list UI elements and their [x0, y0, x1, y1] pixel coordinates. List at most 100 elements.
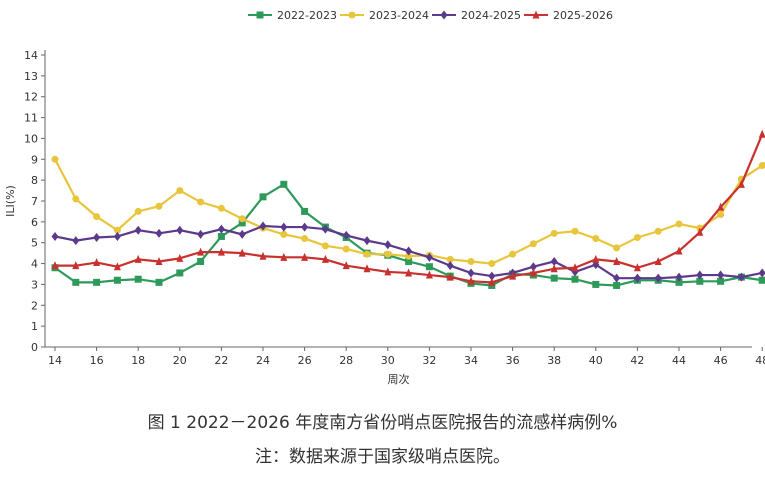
data-point-2023-2024: [113, 226, 121, 234]
data-point-2023-2024: [633, 234, 641, 241]
data-point-2022-2023: [280, 180, 288, 188]
data-point-2022-2023: [425, 263, 433, 271]
data-point-2022-2023: [613, 281, 621, 289]
data-point-2022-2023: [176, 269, 184, 277]
data-point-2022-2023: [571, 275, 579, 283]
data-point-2025-2026: [176, 253, 184, 262]
x-tick-label: 48: [755, 354, 765, 367]
x-axis-label: 周次: [388, 372, 410, 386]
data-point-2023-2024: [155, 202, 163, 210]
x-tick-label: 14: [48, 354, 62, 367]
data-point-2024-2025: [51, 231, 59, 241]
legend-marker-2025-2026: [532, 10, 540, 19]
data-point-2025-2026: [529, 268, 537, 277]
data-point-2023-2024: [72, 195, 80, 203]
data-point-2024-2025: [467, 268, 475, 278]
data-point-2025-2026: [113, 262, 121, 271]
legend-label-2025-2026: 2025-2026: [553, 9, 613, 22]
legend-label-2022-2023: 2022-2023: [277, 9, 337, 22]
data-point-2025-2026: [509, 271, 517, 280]
data-point-2025-2026: [93, 258, 101, 267]
x-tick-label: 38: [547, 354, 561, 367]
x-tick-label: 40: [589, 354, 603, 367]
legend-marker-2023-2024: [348, 11, 356, 19]
data-point-2023-2024: [405, 252, 413, 260]
data-point-2025-2026: [717, 202, 725, 211]
data-point-2025-2026: [446, 272, 454, 281]
data-point-2023-2024: [51, 155, 59, 163]
figure-note: 注：数据来源于国家级哨点医院。: [255, 447, 510, 467]
y-axis-label: ILI(%): [4, 185, 17, 217]
data-point-2022-2023: [717, 277, 725, 285]
y-tick-label: 3: [31, 278, 38, 291]
data-point-2023-2024: [217, 204, 225, 212]
data-point-2024-2025: [633, 273, 641, 283]
data-point-2022-2023: [550, 274, 558, 282]
data-point-2024-2025: [717, 270, 725, 280]
data-point-2022-2023: [405, 257, 413, 265]
data-point-2023-2024: [446, 255, 454, 263]
data-point-2023-2024: [613, 244, 621, 252]
data-point-2023-2024: [758, 162, 765, 170]
data-point-2023-2024: [488, 260, 496, 268]
data-point-2024-2025: [217, 224, 225, 234]
data-point-2022-2023: [238, 219, 246, 227]
data-point-2024-2025: [405, 246, 413, 256]
data-point-2025-2026: [72, 261, 80, 270]
data-point-2024-2025: [737, 272, 745, 282]
data-point-2022-2023: [134, 275, 142, 283]
data-point-2025-2026: [51, 261, 59, 270]
data-point-2025-2026: [592, 254, 600, 263]
x-tick-label: 24: [256, 354, 270, 367]
data-point-2025-2026: [321, 254, 329, 263]
data-point-2023-2024: [93, 213, 101, 221]
data-point-2023-2024: [592, 235, 600, 243]
data-point-2022-2023: [217, 232, 225, 240]
data-point-2022-2023: [592, 280, 600, 288]
data-point-2024-2025: [321, 224, 329, 234]
figure-caption: 图 1 2022－2026 年度南方省份哨点医院报告的流感样病例%: [147, 413, 618, 433]
data-point-2023-2024: [550, 229, 558, 237]
y-tick-label: 4: [31, 258, 38, 271]
data-point-2023-2024: [384, 250, 392, 258]
data-point-2022-2023: [155, 278, 163, 286]
data-point-2025-2026: [737, 179, 745, 188]
data-point-2025-2026: [259, 251, 267, 260]
data-point-2025-2026: [342, 261, 350, 270]
x-tick-label: 42: [630, 354, 644, 367]
data-point-2025-2026: [197, 247, 205, 256]
data-point-2023-2024: [238, 215, 246, 223]
data-point-2023-2024: [509, 250, 517, 258]
data-point-2025-2026: [758, 129, 765, 138]
data-point-2025-2026: [363, 264, 371, 273]
data-point-2024-2025: [363, 236, 371, 246]
y-tick-label: 2: [31, 299, 38, 312]
x-tick-label: 16: [90, 354, 104, 367]
data-point-2025-2026: [384, 267, 392, 276]
legend-marker-2022-2023: [256, 11, 264, 19]
data-point-2024-2025: [301, 222, 309, 232]
data-point-2023-2024: [363, 250, 371, 258]
data-point-2022-2023: [675, 278, 683, 286]
data-point-2024-2025: [134, 225, 142, 235]
data-point-2025-2026: [571, 263, 579, 272]
data-point-2025-2026: [613, 256, 621, 265]
data-point-2025-2026: [633, 263, 641, 272]
data-point-2024-2025: [176, 225, 184, 235]
y-tick-label: 8: [31, 174, 38, 187]
data-point-2024-2025: [93, 233, 101, 242]
data-point-2023-2024: [342, 245, 350, 253]
data-point-2025-2026: [238, 248, 246, 257]
data-point-2024-2025: [197, 229, 205, 239]
data-point-2024-2025: [280, 222, 288, 232]
y-tick-label: 9: [31, 153, 38, 166]
x-tick-label: 36: [506, 354, 520, 367]
data-point-2024-2025: [425, 252, 433, 262]
data-point-2025-2026: [467, 276, 475, 285]
data-point-2025-2026: [654, 256, 662, 265]
data-point-2025-2026: [280, 252, 288, 261]
x-tick-label: 22: [214, 354, 228, 367]
data-point-2025-2026: [217, 247, 225, 256]
y-tick-label: 12: [24, 91, 38, 104]
x-tick-label: 20: [173, 354, 187, 367]
